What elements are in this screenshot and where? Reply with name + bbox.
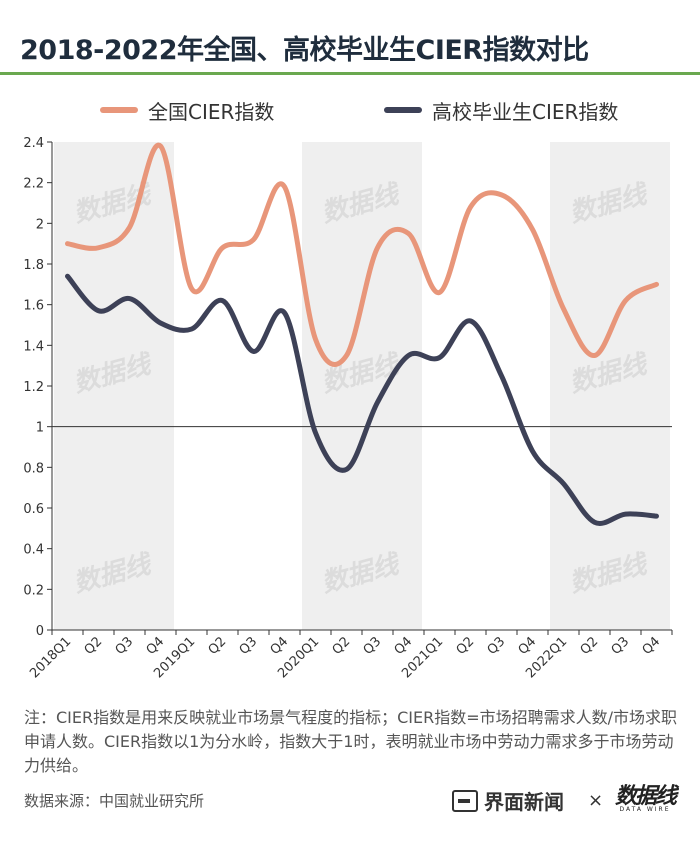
y-tick-label: 1 xyxy=(36,421,44,436)
x-tick-label: Q2 xyxy=(578,634,602,658)
title-divider xyxy=(0,72,700,75)
y-tick-label: 2.4 xyxy=(23,136,44,151)
y-tick-label: 1.6 xyxy=(23,299,44,314)
x-tick-label: Q3 xyxy=(361,634,385,658)
y-tick-label: 1.8 xyxy=(23,258,44,273)
x-tick-label: Q4 xyxy=(144,634,168,658)
legend-national: 全国CIER指数 xyxy=(100,95,274,125)
x-tick-label: Q2 xyxy=(330,634,354,658)
y-tick-label: 0 xyxy=(36,624,44,639)
year-band xyxy=(54,142,174,630)
legend-graduates: 高校毕业生CIER指数 xyxy=(384,95,618,125)
y-tick-label: 2.2 xyxy=(23,177,44,192)
y-tick-label: 0.8 xyxy=(23,461,44,476)
chart-note: 注：CIER指数是用来反映就业市场景气程度的指标；CIER指数=市场招聘需求人数… xyxy=(24,708,678,775)
x-tick-label: Q4 xyxy=(268,634,292,658)
x-tick-label: 2018Q1 xyxy=(27,634,74,681)
y-tick-label: 2 xyxy=(36,217,44,232)
x-tick-label: Q3 xyxy=(113,634,137,658)
y-tick-label: 0.6 xyxy=(23,502,44,517)
x-tick-label: Q4 xyxy=(516,634,540,658)
year-band xyxy=(302,142,422,630)
brand-jiemian: 界面新闻 xyxy=(452,786,564,815)
legend-national-swatch xyxy=(100,107,138,113)
x-tick-label: Q4 xyxy=(640,634,664,658)
y-tick-label: 1.4 xyxy=(23,339,44,354)
jiemian-logo-icon xyxy=(452,789,478,812)
legend-national-label: 全国CIER指数 xyxy=(148,99,275,124)
datawire-logo-sub: DATA WIRE xyxy=(619,806,671,813)
data-source: 数据来源：中国就业研究所 xyxy=(24,792,205,810)
legend-graduates-swatch xyxy=(384,107,422,113)
x-tick-label: Q4 xyxy=(392,634,416,658)
legend-graduates-label: 高校毕业生CIER指数 xyxy=(432,99,619,124)
line-chart: 数据线数据线数据线数据线数据线数据线数据线数据线数据线00.20.40.60.8… xyxy=(23,136,673,681)
series-line-national xyxy=(65,142,659,367)
x-tick-label: Q3 xyxy=(609,634,633,658)
x-tick-label: Q2 xyxy=(82,634,106,658)
y-tick-label: 0.2 xyxy=(23,583,44,598)
datawire-logo: 数据线 DATA WIRE xyxy=(615,778,677,813)
year-band xyxy=(550,142,670,630)
x-tick-label: Q2 xyxy=(206,634,230,658)
y-tick-label: 0.4 xyxy=(23,543,44,558)
x-tick-label: Q2 xyxy=(454,634,478,658)
datawire-logo-text: 数据线 xyxy=(615,784,677,809)
x-tick-label: Q3 xyxy=(237,634,261,658)
y-tick-label: 1.2 xyxy=(23,380,44,395)
chart-title: 2018-2022年全国、高校毕业生CIER指数对比 xyxy=(20,35,589,66)
brand-name: 界面新闻 xyxy=(484,790,564,814)
x-tick-label: Q3 xyxy=(485,634,509,658)
series-line-graduates xyxy=(65,273,659,526)
brand-times: × xyxy=(588,790,604,811)
